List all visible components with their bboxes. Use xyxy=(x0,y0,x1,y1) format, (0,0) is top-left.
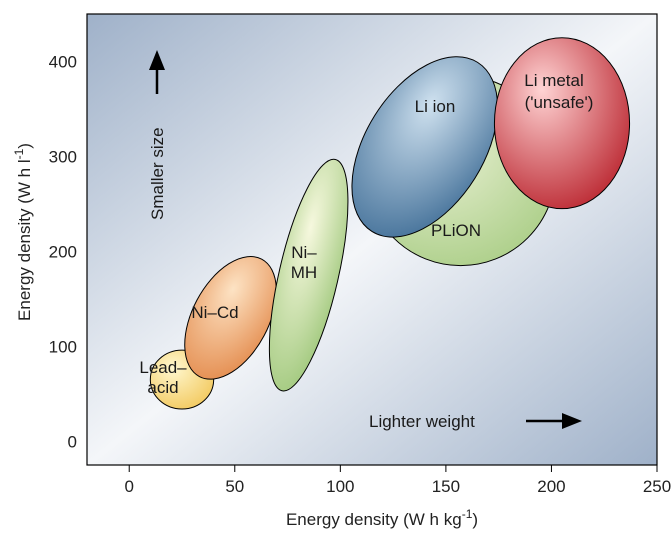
region-li-ion xyxy=(351,56,499,238)
region-label-li-metal: ('unsafe') xyxy=(525,93,594,112)
region-label-lead-acid: Lead– xyxy=(139,358,187,377)
region-label-li-metal: Li metal xyxy=(524,71,584,90)
y-tick-label: 300 xyxy=(49,147,77,166)
y-tick-label: 400 xyxy=(49,52,77,71)
region-label-plion: PLiON xyxy=(431,221,481,240)
y-tick-label: 200 xyxy=(49,242,77,261)
y-axis-title-main: Energy density (W h l xyxy=(15,159,34,321)
region-ni-cd xyxy=(184,255,277,380)
smaller-size-label: Smaller size xyxy=(148,127,167,220)
region-li-metal xyxy=(493,37,631,210)
region-label-ni-cd: Ni–Cd xyxy=(191,303,238,322)
lighter-weight-annotation: Lighter weight xyxy=(369,412,582,431)
right-arrow-head-icon xyxy=(562,413,582,429)
x-tick-label: 50 xyxy=(225,477,244,496)
y-tick-label: 0 xyxy=(68,432,77,451)
lighter-weight-label: Lighter weight xyxy=(369,412,475,431)
smaller-size-annotation: Smaller size xyxy=(148,50,167,220)
x-tick-label: 200 xyxy=(537,477,565,496)
region-labels: Lead–acid Ni–Cd Ni–MH PLiON Li ion Li metal ('… xyxy=(139,71,593,397)
x-axis-title-end: ) xyxy=(472,510,478,529)
x-tick-label: 150 xyxy=(432,477,460,496)
region-label-li-ion: Li ion xyxy=(415,97,456,116)
y-axis-title-end: ) xyxy=(15,143,34,149)
x-tick-label: 250 xyxy=(643,477,671,496)
x-axis-title-main: Energy density (W h kg xyxy=(286,510,462,529)
region-label-ni-mh: Ni– xyxy=(291,243,317,262)
up-arrow-head-icon xyxy=(149,50,165,70)
x-axis-title-superscript: -1 xyxy=(462,507,473,521)
x-tick-label: 0 xyxy=(124,477,133,496)
y-tick-label: 100 xyxy=(49,337,77,356)
energy-density-regions xyxy=(149,37,631,410)
x-axis-title: Energy density (W h kg-1) xyxy=(286,507,478,529)
region-label-lead-acid: acid xyxy=(147,378,178,397)
axes: 0 50 100 150 200 250 0 100 200 300 400 xyxy=(49,52,672,496)
region-ni-mh xyxy=(268,158,349,392)
x-tick-label: 100 xyxy=(326,477,354,496)
y-axis-title-superscript: -1 xyxy=(12,148,26,159)
region-label-ni-mh: MH xyxy=(291,263,317,282)
y-axis-title: Energy density (W h l-1) xyxy=(12,143,34,321)
